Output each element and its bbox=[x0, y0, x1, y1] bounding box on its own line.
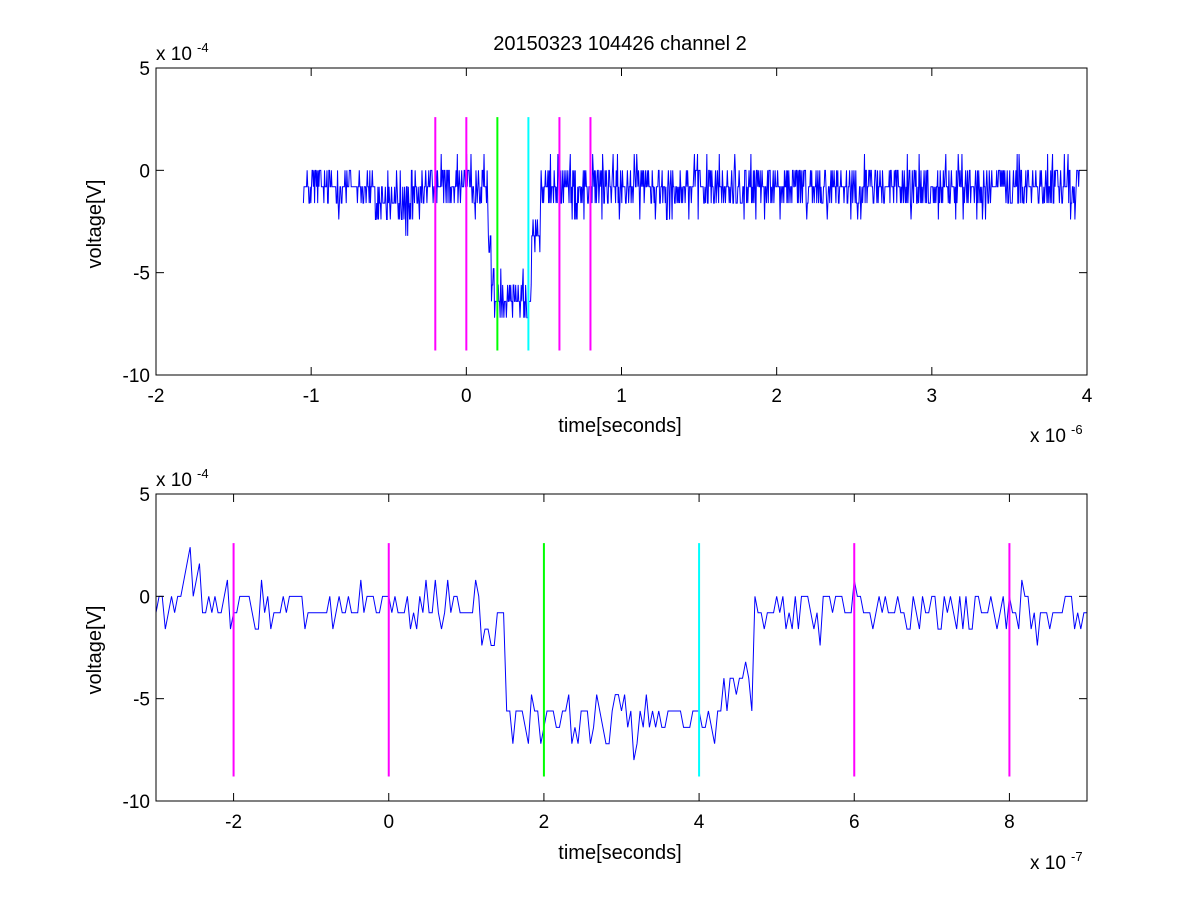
bottom-x-exponent: x 10 -7 bbox=[1030, 849, 1083, 874]
top-marker-lines bbox=[434, 117, 592, 351]
top-signal-line bbox=[302, 153, 1080, 319]
bottom-x-tick-label: 4 bbox=[694, 812, 705, 833]
top-x-tick-label: 4 bbox=[1082, 386, 1093, 407]
bottom-x-ticks: -2 0 2 4 6 8 bbox=[225, 494, 1015, 833]
bottom-x-tick-label: 2 bbox=[539, 812, 550, 833]
top-x-tick-label: 2 bbox=[771, 386, 782, 407]
top-x-exponent-value: -6 bbox=[1071, 422, 1083, 437]
top-y-tick-label: -10 bbox=[123, 366, 150, 387]
bottom-x-exponent-value: -7 bbox=[1071, 849, 1083, 864]
top-x-exponent: x 10 -6 bbox=[1030, 422, 1083, 447]
bottom-plot-frame bbox=[155, 493, 1088, 802]
top-plot: -2 -1 0 1 2 3 4 -10-505 time[seconds] voltage[… bbox=[84, 40, 1093, 447]
bottom-y-ticks: -10 -5 0 5 bbox=[123, 485, 1087, 813]
top-y-multiplier: x 10 bbox=[156, 44, 192, 65]
bottom-y-exponent-value: -4 bbox=[197, 466, 209, 481]
bottom-x-tick-label: 0 bbox=[383, 812, 394, 833]
bottom-x-multiplier: x 10 bbox=[1030, 853, 1066, 874]
bottom-x-tick-label: 6 bbox=[849, 812, 860, 833]
bottom-y-multiplier: x 10 bbox=[156, 470, 192, 491]
top-y-tick-label: -5 bbox=[133, 264, 150, 285]
bottom-x-tick-label: -2 bbox=[225, 812, 242, 833]
top-y-axis-label: voltage[V] bbox=[84, 180, 106, 269]
bottom-y-tick-label: -10 bbox=[123, 792, 150, 813]
bottom-y-tick-label: -5 bbox=[133, 690, 150, 711]
top-x-axis-label: time[seconds] bbox=[558, 415, 681, 437]
bottom-x-axis-label: time[seconds] bbox=[558, 842, 681, 864]
top-x-tick-label: -2 bbox=[148, 386, 165, 407]
bottom-y-tick-label: 5 bbox=[139, 485, 150, 506]
top-x-multiplier: x 10 bbox=[1030, 426, 1066, 447]
top-x-tick-label: 0 bbox=[461, 386, 472, 407]
top-y-tick-label: 5 bbox=[139, 59, 150, 80]
top-signal-series bbox=[302, 153, 1080, 319]
bottom-marker-lines bbox=[232, 543, 1011, 777]
bottom-y-axis-label: voltage[V] bbox=[84, 606, 106, 695]
bottom-plot: -2 0 2 4 6 8 -10 -5 0 5 time[seconds] voltage[V]… bbox=[84, 466, 1088, 874]
bottom-y-exponent: x 10 -4 bbox=[156, 466, 209, 491]
bottom-x-tick-label: 8 bbox=[1004, 812, 1015, 833]
top-y-tick-label: 0 bbox=[139, 161, 150, 182]
top-plot-frame bbox=[155, 67, 1088, 376]
figure-title: 20150323 104426 channel 2 bbox=[493, 33, 747, 55]
top-x-tick-label: 3 bbox=[927, 386, 938, 407]
top-x-tick-label: -1 bbox=[303, 386, 320, 407]
bottom-signal-series bbox=[155, 547, 1087, 761]
top-y-ticks: -10 -5 0 5 bbox=[123, 59, 1087, 387]
bottom-signal-line bbox=[155, 547, 1087, 761]
bottom-y-tick-label: 0 bbox=[139, 587, 150, 608]
top-y-exponent-value: -4 bbox=[197, 40, 209, 55]
top-x-ticks: -2 -1 0 1 2 3 4 bbox=[148, 68, 1093, 407]
top-y-exponent: x 10 -4 bbox=[156, 40, 209, 65]
top-x-tick-label: 1 bbox=[616, 386, 627, 407]
